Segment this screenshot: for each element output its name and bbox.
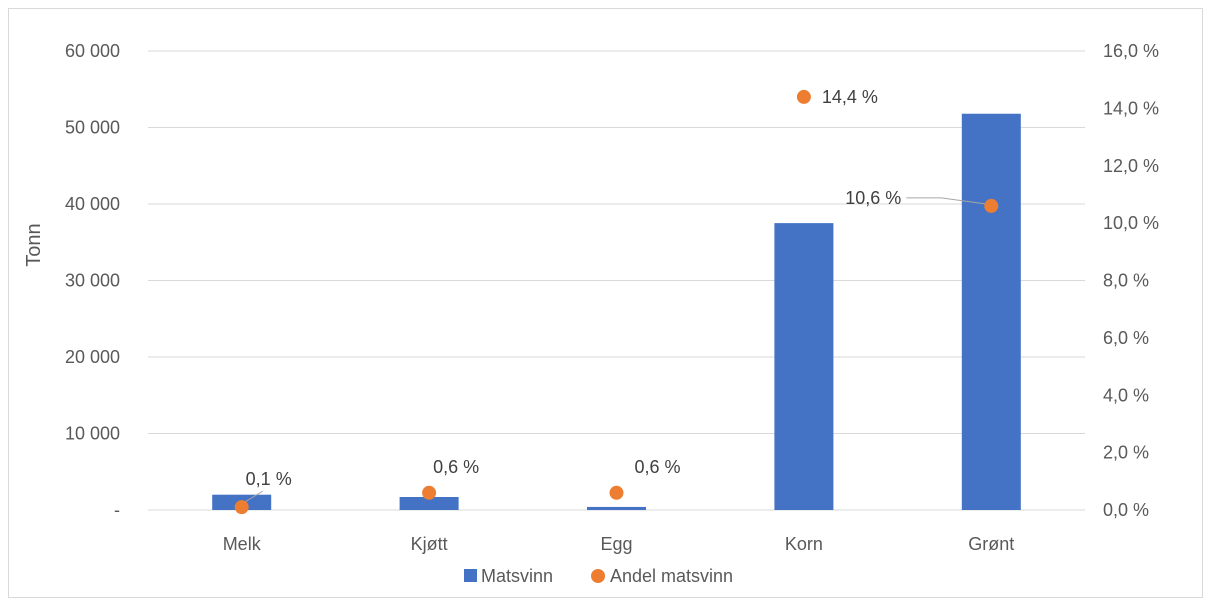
data-label: 0,6 % (433, 457, 479, 477)
legend-swatch-matsvinn (464, 569, 477, 582)
right-tick-label: 0,0 % (1103, 500, 1149, 520)
leader-line (244, 490, 263, 503)
right-tick-label: 14,0 % (1103, 98, 1159, 118)
right-axis-ticks: 0,0 % 2,0 % 4,0 % 6,0 % 8,0 % 10,0 % 12,0 % 14,… (1103, 41, 1159, 520)
gridlines (148, 50, 1085, 511)
data-point (609, 485, 624, 500)
bar (399, 496, 459, 510)
left-tick-label: 20 000 (65, 347, 120, 367)
bar (774, 223, 834, 510)
left-tick-label: 40 000 (65, 194, 120, 214)
right-tick-label: 2,0 % (1103, 443, 1149, 463)
data-label: 10,6 % (845, 188, 901, 208)
label-leader-lines (244, 197, 986, 503)
left-tick-label: - (114, 500, 120, 520)
category-label: Kjøtt (411, 534, 448, 554)
bar (961, 113, 1021, 510)
right-tick-label: 16,0 % (1103, 41, 1159, 61)
left-tick-label: 30 000 (65, 271, 120, 291)
data-point (234, 500, 249, 515)
legend-swatch-andel-matsvinn (591, 569, 605, 583)
category-label: Egg (600, 534, 632, 554)
category-label: Melk (223, 534, 262, 554)
data-label: 0,1 % (246, 469, 292, 489)
right-tick-label: 8,0 % (1103, 271, 1149, 291)
left-tick-label: 10 000 (65, 424, 120, 444)
y-axis-label: Tonn (23, 223, 45, 266)
left-axis-ticks: - 10 000 20 000 30 000 40 000 50 000 60 000 (65, 41, 120, 520)
legend-label-andel-matsvinn: Andel matsvinn (610, 566, 733, 586)
bar-series (212, 113, 1021, 510)
data-label: 0,6 % (635, 457, 681, 477)
leader-line (906, 197, 986, 205)
category-label: Grønt (968, 534, 1014, 554)
bar (587, 506, 646, 510)
legend-label-matsvinn: Matsvinn (481, 566, 553, 586)
right-tick-label: 12,0 % (1103, 156, 1159, 176)
data-labels: 0,1 % 0,6 % 0,6 % 14,4 % 10,6 % (246, 87, 902, 489)
category-label: Korn (785, 534, 823, 554)
left-tick-label: 50 000 (65, 118, 120, 138)
data-point (984, 198, 999, 213)
data-label: 14,4 % (822, 87, 878, 107)
right-tick-label: 10,0 % (1103, 213, 1159, 233)
data-point (422, 485, 437, 500)
data-point (796, 89, 811, 104)
category-labels: Melk Kjøtt Egg Korn Grønt (223, 534, 1015, 554)
point-series (234, 89, 999, 515)
legend: Matsvinn Andel matsvinn (464, 566, 733, 586)
right-tick-label: 4,0 % (1103, 385, 1149, 405)
right-tick-label: 6,0 % (1103, 328, 1149, 348)
left-tick-label: 60 000 (65, 41, 120, 61)
